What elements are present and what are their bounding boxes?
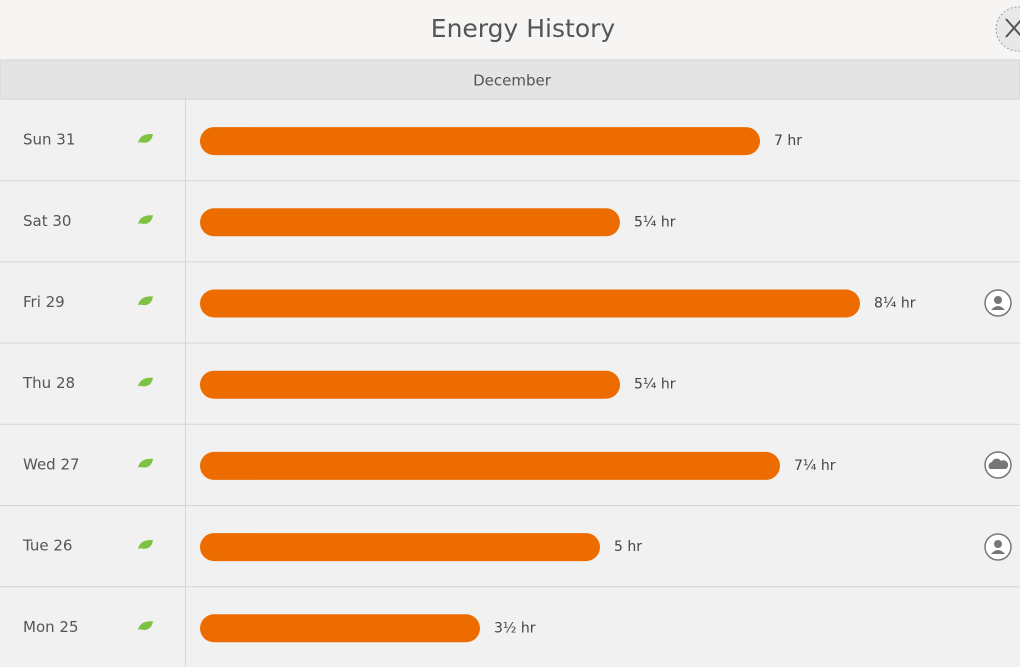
- header-title: Energy History: [431, 14, 616, 43]
- bar: [200, 614, 480, 643]
- day-label: Tue 26: [22, 537, 72, 555]
- weather-icon[interactable]: [984, 451, 1012, 479]
- value-label: 5¼ hr: [634, 214, 676, 230]
- bar: [200, 451, 780, 480]
- header-bar: [0, 0, 1020, 60]
- person-icon[interactable]: [984, 289, 1012, 317]
- day-label: Sun 31: [23, 131, 75, 149]
- value-label: 7 hr: [774, 133, 802, 149]
- leaf-icon: [138, 134, 153, 144]
- value-label: 5 hr: [614, 539, 642, 555]
- close-button[interactable]: [995, 6, 1020, 52]
- section-title: December: [473, 72, 552, 90]
- leaf-icon: [138, 296, 153, 306]
- bar: [200, 127, 760, 156]
- leaf-icon: [138, 540, 153, 550]
- day-label: Fri 29: [23, 293, 65, 311]
- day-label: Thu 28: [22, 374, 75, 392]
- leaf-icon: [138, 458, 153, 468]
- value-label: 7¼ hr: [794, 458, 836, 474]
- day-label: Sat 30: [23, 212, 71, 230]
- value-label: 8¼ hr: [874, 296, 916, 312]
- bar: [200, 208, 620, 237]
- section-bar: [0, 59, 1020, 100]
- value-label: 5¼ hr: [634, 377, 676, 393]
- bar: [200, 289, 860, 318]
- leaf-icon: [138, 215, 153, 225]
- bar: [200, 370, 620, 399]
- day-label: Mon 25: [23, 618, 78, 636]
- leaf-icon: [138, 377, 153, 387]
- day-label: Wed 27: [23, 455, 80, 473]
- bar: [200, 533, 600, 562]
- value-label: 3½ hr: [494, 620, 536, 636]
- leaf-icon: [138, 621, 153, 631]
- person-icon[interactable]: [984, 533, 1012, 561]
